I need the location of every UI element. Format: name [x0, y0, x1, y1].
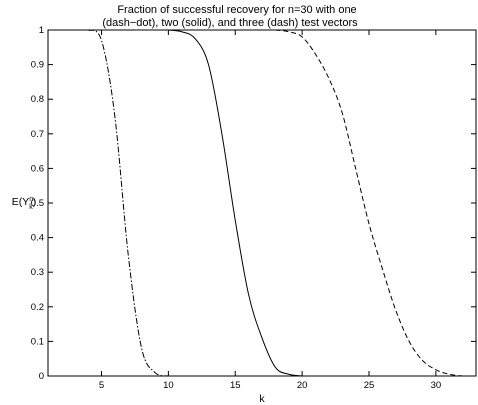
y-axis-label: E(Yn k)	[12, 196, 36, 211]
svg-text:E(Ynk): E(Yn k)	[12, 196, 36, 211]
y-tick-label: 0.8	[31, 94, 44, 105]
series-line-dash	[275, 30, 463, 376]
y-tick-label: 1	[39, 25, 44, 36]
y-tick-label: 0.7	[31, 129, 44, 140]
x-axis-label: k	[259, 393, 265, 405]
y-tick-label: 0.3	[31, 267, 44, 278]
x-tick-label: 15	[230, 380, 241, 391]
x-tick-label: 10	[163, 380, 174, 391]
y-axis-label-subscript: k	[29, 204, 33, 211]
y-tick-label: 0.6	[31, 163, 44, 174]
y-axis-label-close: )	[33, 196, 37, 208]
x-axis: 5 10 15 20 25 30	[99, 30, 441, 391]
chart-title-line-2: (dash−dot), two (solid), and three (dash…	[102, 17, 358, 29]
x-tick-label: 5	[99, 380, 104, 391]
y-tick-label: 0.4	[31, 233, 44, 244]
y-axis-label-main: E(Y	[12, 196, 30, 208]
y-tick-label: 0.9	[31, 60, 44, 71]
y-axis-label-superscript: n	[29, 196, 33, 203]
y-axis: 0 0.1 0.2 0.3 0.4 0.5 0.6 0.7 0.8 0.9 1	[31, 25, 476, 382]
series-line-dash-dot	[87, 30, 169, 376]
series-layer	[87, 30, 463, 376]
y-tick-label: 0.2	[31, 302, 44, 313]
y-tick-label: 0.5	[31, 198, 44, 209]
x-tick-label: 25	[364, 380, 375, 391]
plot-area	[47, 29, 477, 377]
chart-title-line-1: Fraction of successful recovery for n=30…	[117, 4, 356, 16]
y-tick-label: 0.1	[31, 336, 44, 347]
series-line-solid	[168, 30, 303, 376]
x-tick-label: 20	[297, 380, 308, 391]
x-tick-label: 30	[431, 380, 442, 391]
y-tick-label: 0	[39, 371, 44, 382]
